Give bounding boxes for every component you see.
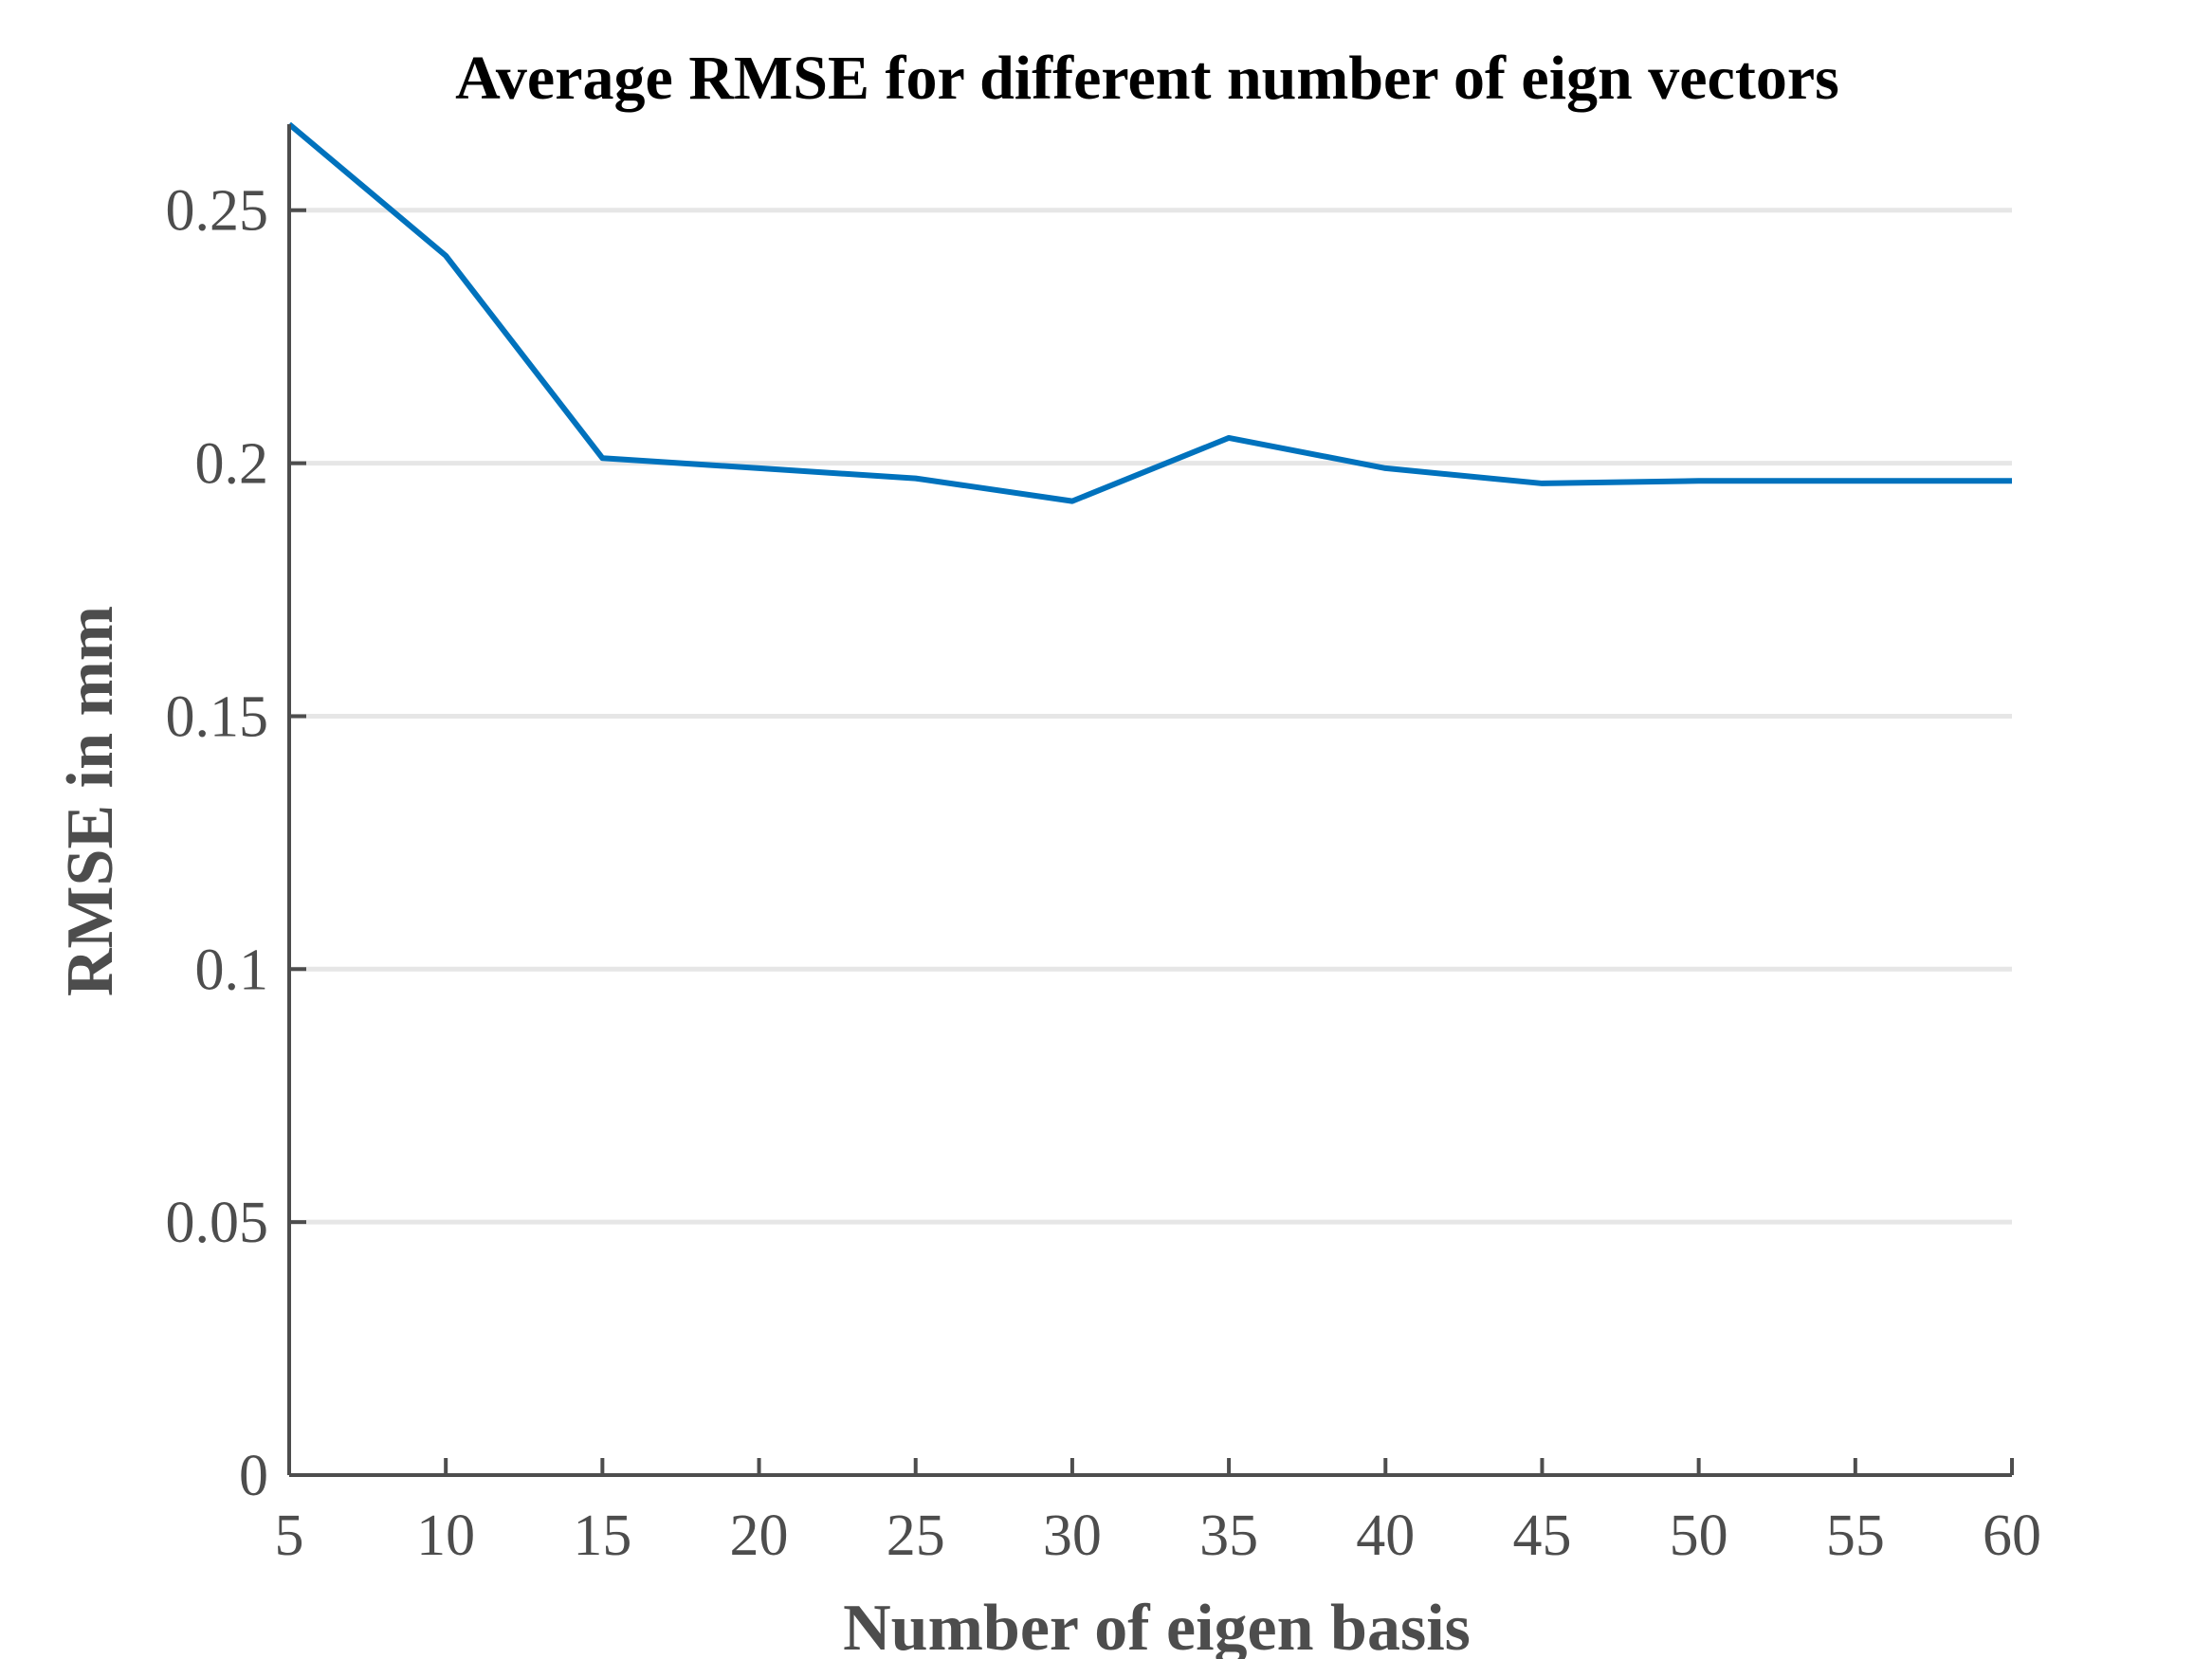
x-tick-label-7: 40 [1356, 1504, 1415, 1568]
y-tick-label-1: 0.05 [166, 1191, 269, 1255]
y-tick-label-2: 0.1 [195, 938, 269, 1002]
x-axis-label: Number of eigen basis [843, 1592, 1471, 1659]
x-tick-label-1: 10 [416, 1504, 475, 1568]
grid-lines [289, 208, 2012, 1225]
x-tick-label-11: 60 [1983, 1504, 2041, 1568]
x-tick-label-4: 25 [887, 1504, 945, 1568]
x-tick-label-2: 15 [573, 1504, 631, 1568]
series-line-0 [287, 121, 2012, 504]
y-tick-label-5: 0.25 [166, 179, 269, 244]
x-tick-label-5: 30 [1043, 1504, 1102, 1568]
tick-labels: 5 10 15 20 25 30 35 40 45 50 55 60 0 0.05 0.1 0.15 0.2 0.… [166, 179, 2042, 1568]
x-tick-label-3: 20 [730, 1504, 789, 1568]
x-tick-label-8: 45 [1512, 1504, 1571, 1568]
y-tick-label-4: 0.2 [195, 432, 269, 497]
x-tick-label-6: 35 [1199, 1504, 1258, 1568]
y-tick-label-3: 0.15 [166, 684, 269, 749]
chart-title: Average RMSE for different number of eig… [455, 44, 1839, 113]
y-tick-label-0: 0 [239, 1444, 268, 1508]
x-tick-label-10: 55 [1826, 1504, 1885, 1568]
axes [287, 124, 2014, 1477]
y-axis-label: RMSE in mm [54, 606, 127, 996]
x-tick-label-9: 50 [1670, 1504, 1728, 1568]
x-tick-label-0: 5 [275, 1504, 304, 1568]
series-layer [287, 121, 2012, 504]
